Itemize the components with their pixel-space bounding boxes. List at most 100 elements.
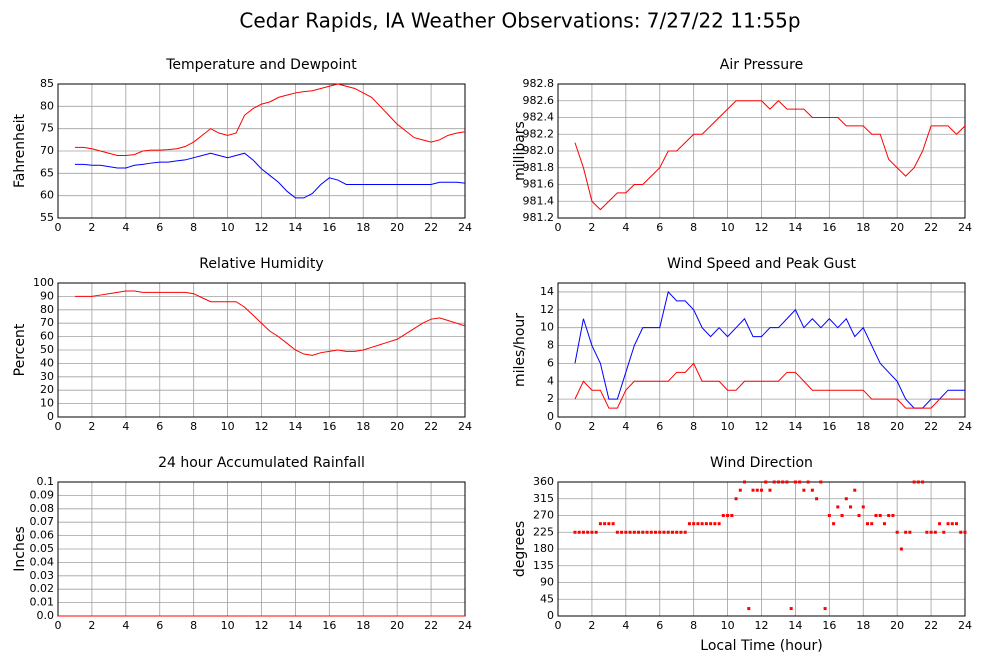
point [899, 547, 903, 551]
point [836, 505, 840, 509]
series-line [74, 152, 466, 199]
y-tick-label: 70 [40, 316, 54, 329]
x-tick-label: 16 [822, 619, 836, 632]
x-tick-label: 20 [890, 420, 904, 433]
x-tick-label: 8 [690, 221, 697, 234]
y-tick-label: 0 [547, 609, 554, 622]
x-tick-label: 24 [458, 420, 472, 433]
y-tick-label: 10 [540, 321, 554, 334]
y-tick-label: 65 [40, 166, 54, 179]
point [874, 514, 878, 517]
point [637, 530, 641, 534]
point [696, 522, 700, 526]
x-tick-label: 14 [288, 221, 302, 234]
series-line [574, 100, 966, 211]
x-tick-label: 24 [958, 420, 972, 433]
point [925, 530, 929, 534]
point [827, 514, 831, 517]
point [713, 522, 717, 526]
point [955, 522, 959, 526]
x-tick-label: 2 [88, 221, 95, 234]
subplot-title: 24 hour Accumulated Rainfall [158, 455, 365, 471]
y-tick-label: 2 [547, 392, 554, 405]
point [624, 530, 628, 534]
y-tick-label: 135 [533, 559, 554, 572]
point [598, 522, 602, 526]
point [760, 488, 763, 492]
y-tick-label: 55 [40, 211, 54, 224]
x-tick-label: 8 [190, 420, 197, 433]
point [785, 480, 789, 484]
x-tick-label: 6 [656, 420, 663, 433]
y-tick-label: 0 [47, 410, 54, 423]
y-tick-label: 0.09 [30, 488, 55, 501]
x-tick-label: 10 [721, 619, 735, 632]
x-tick-label: 24 [458, 619, 472, 632]
x-tick-label: 8 [690, 619, 697, 632]
x-tick-label: 2 [88, 420, 95, 433]
y-tick-label: 0.06 [30, 529, 55, 542]
point [717, 522, 721, 526]
x-tick-label: 18 [356, 420, 370, 433]
x-tick-label: 4 [122, 221, 129, 234]
point [573, 530, 577, 534]
point [577, 530, 581, 534]
point [844, 497, 848, 501]
plot-frame [557, 83, 966, 219]
x-tick-label: 18 [356, 221, 370, 234]
x-tick-label: 12 [255, 420, 269, 433]
x-tick-label: 16 [822, 420, 836, 433]
x-tick-label: 14 [288, 420, 302, 433]
y-tick-label: 0.02 [30, 582, 55, 595]
point [793, 480, 797, 484]
y-tick-label: 225 [533, 525, 554, 538]
y-tick-label: 4 [547, 374, 554, 387]
point [806, 480, 810, 484]
point [781, 480, 785, 484]
x-tick-label: 18 [856, 420, 870, 433]
point [882, 522, 886, 526]
x-tick-label: 16 [322, 420, 336, 433]
x-tick-label: 12 [755, 221, 769, 234]
point [581, 530, 585, 534]
y-tick-label: 982.6 [523, 94, 555, 107]
y-axis-label: millibars [512, 121, 528, 181]
y-tick-label: 40 [40, 356, 54, 369]
x-tick-label: 0 [55, 619, 62, 632]
point [654, 530, 658, 534]
x-tick-label: 6 [156, 420, 163, 433]
point [895, 530, 899, 534]
x-tick-label: 6 [156, 619, 163, 632]
subplot-title: Temperature and Dewpoint [165, 57, 357, 73]
y-tick-label: 0.1 [37, 475, 55, 488]
x-tick-label: 20 [890, 619, 904, 632]
y-tick-label: 0.05 [30, 542, 55, 555]
x-tick-label: 14 [788, 420, 802, 433]
y-tick-label: 981.4 [523, 194, 555, 207]
x-tick-label: 4 [622, 221, 629, 234]
point [751, 488, 755, 492]
point [815, 497, 819, 501]
point [942, 530, 946, 534]
y-tick-label: 80 [40, 303, 54, 316]
point [628, 530, 632, 534]
point [938, 522, 942, 526]
x-tick-label: 8 [690, 420, 697, 433]
y-tick-label: 360 [533, 475, 554, 488]
plot-frame [557, 282, 966, 418]
subplot-title: Wind Direction [710, 455, 813, 471]
point [789, 607, 793, 611]
x-tick-label: 6 [656, 221, 663, 234]
x-tick-label: 4 [622, 420, 629, 433]
y-tick-label: 982.8 [523, 77, 555, 90]
point [832, 522, 836, 526]
y-tick-label: 12 [540, 303, 554, 316]
x-tick-label: 24 [958, 221, 972, 234]
x-tick-label: 0 [555, 221, 562, 234]
y-tick-label: 982.0 [523, 144, 555, 157]
subplot-title: Wind Speed and Peak Gust [667, 256, 856, 272]
point [946, 522, 950, 526]
point [857, 514, 861, 517]
point [620, 530, 624, 534]
y-tick-label: 0.07 [30, 515, 55, 528]
